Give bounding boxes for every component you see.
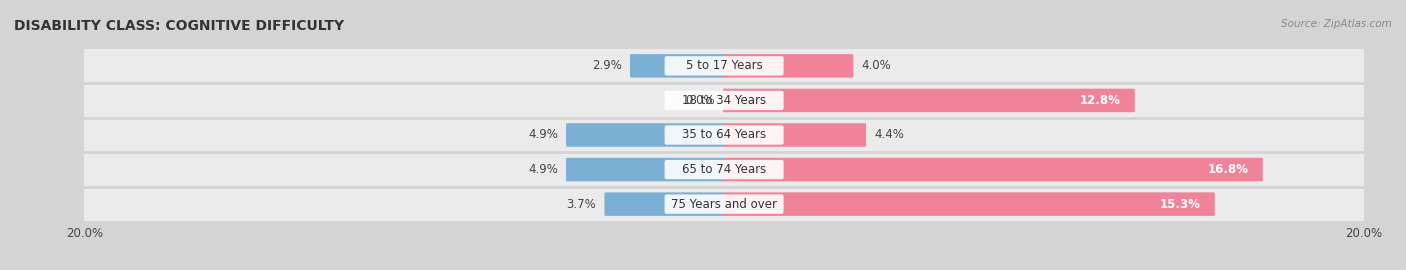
FancyBboxPatch shape [723, 192, 1215, 216]
Text: 65 to 74 Years: 65 to 74 Years [682, 163, 766, 176]
FancyBboxPatch shape [723, 158, 1263, 181]
FancyBboxPatch shape [723, 89, 1135, 112]
Text: 35 to 64 Years: 35 to 64 Years [682, 129, 766, 141]
Text: 4.9%: 4.9% [527, 163, 558, 176]
Text: 0.0%: 0.0% [685, 94, 714, 107]
FancyBboxPatch shape [82, 82, 1367, 119]
FancyBboxPatch shape [665, 160, 783, 179]
Text: 4.9%: 4.9% [527, 129, 558, 141]
FancyBboxPatch shape [665, 125, 783, 145]
Text: 3.7%: 3.7% [567, 198, 596, 211]
Text: 75 Years and over: 75 Years and over [671, 198, 778, 211]
FancyBboxPatch shape [605, 192, 725, 216]
Text: 16.8%: 16.8% [1208, 163, 1249, 176]
Text: 5 to 17 Years: 5 to 17 Years [686, 59, 762, 72]
FancyBboxPatch shape [567, 123, 725, 147]
Text: 12.8%: 12.8% [1080, 94, 1121, 107]
Text: 15.3%: 15.3% [1160, 198, 1201, 211]
FancyBboxPatch shape [82, 185, 1367, 223]
FancyBboxPatch shape [82, 47, 1367, 85]
FancyBboxPatch shape [82, 116, 1367, 154]
Text: Source: ZipAtlas.com: Source: ZipAtlas.com [1281, 19, 1392, 29]
FancyBboxPatch shape [723, 123, 866, 147]
FancyBboxPatch shape [630, 54, 725, 78]
Text: 4.4%: 4.4% [875, 129, 904, 141]
Text: 18 to 34 Years: 18 to 34 Years [682, 94, 766, 107]
Text: DISABILITY CLASS: COGNITIVE DIFFICULTY: DISABILITY CLASS: COGNITIVE DIFFICULTY [14, 19, 344, 33]
FancyBboxPatch shape [665, 56, 783, 76]
FancyBboxPatch shape [665, 91, 783, 110]
FancyBboxPatch shape [82, 151, 1367, 188]
FancyBboxPatch shape [665, 194, 783, 214]
Text: 2.9%: 2.9% [592, 59, 621, 72]
FancyBboxPatch shape [723, 54, 853, 78]
FancyBboxPatch shape [567, 158, 725, 181]
Text: 4.0%: 4.0% [862, 59, 891, 72]
